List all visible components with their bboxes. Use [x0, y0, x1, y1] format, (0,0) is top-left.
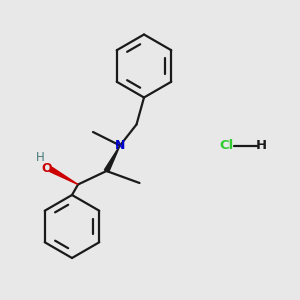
- Text: Cl: Cl: [219, 139, 234, 152]
- Text: N: N: [115, 139, 125, 152]
- Polygon shape: [50, 167, 78, 184]
- Text: O: O: [41, 162, 52, 175]
- Polygon shape: [104, 146, 120, 172]
- Text: H: H: [36, 151, 45, 164]
- Text: H: H: [255, 139, 267, 152]
